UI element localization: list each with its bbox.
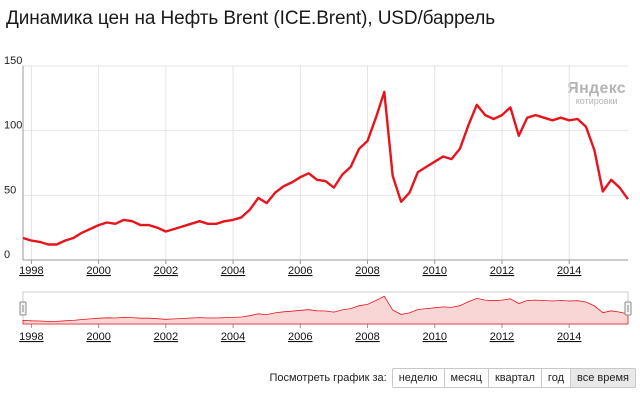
y-tick-label: 100	[4, 120, 22, 132]
period-week-button[interactable]: неделю	[391, 368, 445, 388]
main-price-chart: 0 50 100 150 1998 2000 2002 2004 2006 2008 2010 201…	[4, 56, 629, 277]
period-prompt: Посмотреть график за:	[269, 372, 387, 384]
main-series	[22, 90, 629, 246]
navigator-tick-label: 2010	[422, 331, 446, 343]
navigator-chart[interactable]: 1998 2000 2002 2004 2006 2008 2010 2012 2014	[0, 288, 640, 360]
x-tick-label: 2002	[154, 265, 178, 277]
period-all-time-button[interactable]: все время	[571, 368, 636, 388]
navigator-tick-label: 2000	[86, 331, 110, 343]
y-tick-label: 150	[4, 56, 22, 67]
navigator-tick-label: 2006	[288, 331, 312, 343]
navigator-area	[22, 295, 629, 325]
navigator-tick-label: 1998	[19, 331, 43, 343]
x-tick-label: 2012	[490, 265, 514, 277]
x-tick-label: 2006	[288, 265, 312, 277]
x-tick-label: 2010	[422, 265, 446, 277]
navigator-tick-label: 2004	[221, 331, 245, 343]
navigator-handles[interactable]	[19, 301, 632, 316]
period-quarter-button[interactable]: квартал	[488, 368, 542, 388]
navigator-tick-label: 2002	[154, 331, 178, 343]
navigator-tick-label: 2008	[355, 331, 379, 343]
period-selector: Посмотреть график за: неделю месяц кварт…	[269, 368, 636, 388]
period-month-button[interactable]: месяц	[444, 368, 489, 388]
x-tick-label: 2014	[557, 265, 581, 277]
watermark-subtitle: котировки	[575, 96, 618, 106]
x-tick-label: 2004	[221, 265, 245, 277]
watermark-logo: Яндекс	[567, 80, 626, 97]
x-tick-label: 1998	[19, 265, 43, 277]
period-year-button[interactable]: год	[541, 368, 571, 388]
main-tick-labels: 0 50 100 150 1998 2000 2002 2004 2006 2008 2010 201…	[4, 56, 581, 277]
page-title: Динамика цен на Нефть Brent (ICE.Brent),…	[6, 8, 496, 29]
x-tick-label: 2000	[86, 265, 110, 277]
x-tick-label: 2008	[355, 265, 379, 277]
navigator-tick-labels: 1998 2000 2002 2004 2006 2008 2010 2012 2014	[19, 331, 581, 343]
main-axes	[22, 66, 628, 264]
y-tick-label: 50	[4, 184, 16, 196]
price-line	[22, 90, 629, 246]
main-grid	[23, 65, 628, 261]
navigator-tick-label: 2012	[490, 331, 514, 343]
navigator-series	[22, 295, 629, 325]
yandex-watermark: Яндекс котировки	[567, 80, 626, 106]
navigator-tick-label: 2014	[557, 331, 581, 343]
y-tick-label: 0	[4, 249, 10, 261]
